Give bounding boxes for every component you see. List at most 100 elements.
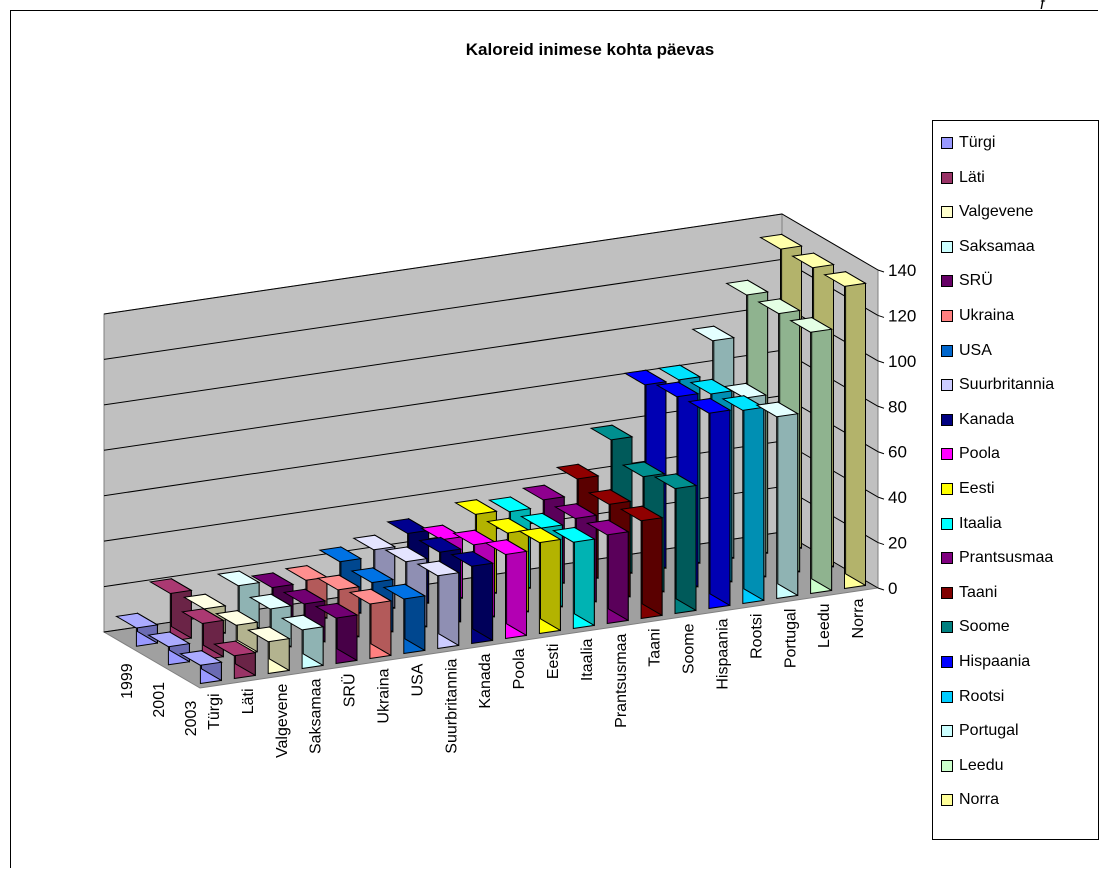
legend-swatch xyxy=(941,206,953,219)
bar-side xyxy=(777,401,799,597)
bar-top xyxy=(585,519,630,536)
legend-label: Norra xyxy=(959,791,1000,809)
x-tick-label: Soome xyxy=(681,623,698,674)
bar-top xyxy=(115,612,159,629)
bar-side xyxy=(709,397,731,607)
legend-item: Leedu xyxy=(941,756,1004,776)
bar-top xyxy=(553,503,598,520)
legend-label: USA xyxy=(959,341,992,359)
bar-side xyxy=(540,527,561,632)
legend-item: Läti xyxy=(941,168,985,188)
legend-item: USA xyxy=(941,341,992,361)
chart-area xyxy=(10,10,1098,868)
legend-swatch xyxy=(941,448,953,461)
x-tick-label: Poola xyxy=(511,648,528,689)
legend-item: Norra xyxy=(941,790,999,810)
x-tick-label: Ukraina xyxy=(375,668,392,723)
bar-USA-2003 xyxy=(382,583,427,655)
legend-swatch xyxy=(941,690,953,703)
bar-top xyxy=(148,578,193,595)
x-tick-label: Itaalia xyxy=(579,638,596,681)
legend-item: Suurbritannia xyxy=(941,375,1054,395)
legend-item: Portugal xyxy=(941,721,1019,741)
legend-item: Hispaania xyxy=(941,652,1030,672)
bar-side xyxy=(845,270,866,587)
bar-Prantsusmaa-2003 xyxy=(585,519,630,625)
bar-Kanada-2003 xyxy=(450,550,495,645)
x-tick-label: Türgi xyxy=(206,693,223,729)
legend-label: Soome xyxy=(959,618,1010,636)
bar-top xyxy=(352,534,397,551)
legend-swatch xyxy=(941,275,953,288)
bar-top xyxy=(484,539,528,556)
bar-Portugal-2003 xyxy=(755,401,800,600)
bar-top xyxy=(755,401,800,418)
x-tick-label: USA xyxy=(409,663,426,696)
legend-item: Prantsusmaa xyxy=(941,548,1053,568)
bar-top xyxy=(314,602,359,619)
legend-item: Itaalia xyxy=(941,514,1002,534)
bar-top xyxy=(518,527,562,544)
legend-swatch xyxy=(941,794,953,807)
corner-mark: f xyxy=(1040,0,1045,13)
bar-top xyxy=(757,298,802,315)
x-tick-label: Taani xyxy=(647,628,664,666)
legend-label: SRÜ xyxy=(959,272,993,290)
bar-top xyxy=(691,325,736,342)
bar-top xyxy=(282,588,327,605)
bar-Taani-2003 xyxy=(619,505,664,620)
legend-label: Suurbritannia xyxy=(959,376,1055,394)
legend-item: Taani xyxy=(941,583,997,603)
legend-label: Kanada xyxy=(959,410,1015,428)
legend: Türgi Läti Valgevene Saksamaa SRÜ Ukraina USA S… xyxy=(932,120,1099,840)
x-tick-label: Eesti xyxy=(545,644,562,680)
bar-Valgevene-2003 xyxy=(246,626,291,675)
bar-top xyxy=(350,567,395,584)
legend-item: SRÜ xyxy=(941,271,993,291)
bar-top xyxy=(248,593,293,610)
bar-top xyxy=(212,640,257,657)
bar-top xyxy=(589,424,634,441)
legend-swatch xyxy=(941,621,953,634)
bar-side xyxy=(573,526,595,627)
legend-swatch xyxy=(941,552,953,565)
bar-top xyxy=(487,496,532,513)
bar-top xyxy=(721,395,766,411)
bar-Saksamaa-2003 xyxy=(280,614,325,670)
bar-Türgi-2003 xyxy=(179,649,223,685)
bar-top xyxy=(216,570,261,587)
bar-top xyxy=(551,526,596,543)
legend-label: Poola xyxy=(959,445,1000,463)
bar-top xyxy=(555,463,600,480)
legend-item: Rootsi xyxy=(941,687,1004,707)
x-tick-label: Saksamaa xyxy=(308,678,325,754)
y-tick-mark-120 xyxy=(877,314,885,318)
bar-top xyxy=(723,382,768,399)
bar-top xyxy=(384,546,429,563)
legend-label: Eesti xyxy=(959,480,995,497)
legend-label: Rootsi xyxy=(959,687,1005,705)
bar-top xyxy=(280,614,325,631)
bar-top xyxy=(182,593,227,610)
y-tick-mark-80 xyxy=(877,405,885,409)
bar-Läti-2001 xyxy=(180,607,225,661)
y-tick-mark-60 xyxy=(877,451,885,455)
bar-top xyxy=(416,560,461,577)
x-tick-label: Leedu xyxy=(816,603,833,648)
x-tick-label: Hispaania xyxy=(714,618,731,689)
legend-label: Taani xyxy=(959,583,998,601)
bar-top xyxy=(789,317,834,333)
bar-top xyxy=(725,279,770,296)
x-tick-label: SRÜ xyxy=(341,673,359,707)
bar-top xyxy=(791,252,835,269)
bar-top xyxy=(246,626,291,643)
bar-top xyxy=(623,369,668,386)
legend-item: Eesti xyxy=(941,479,995,499)
x-tick-label: Rootsi xyxy=(748,614,765,659)
bar-top xyxy=(318,546,363,563)
x-tick-label: Läti xyxy=(240,688,257,714)
legend-swatch xyxy=(941,171,953,184)
legend-label: Leedu xyxy=(959,756,1004,774)
legend-label: Hispaania xyxy=(959,653,1031,670)
bar-top xyxy=(619,505,664,522)
